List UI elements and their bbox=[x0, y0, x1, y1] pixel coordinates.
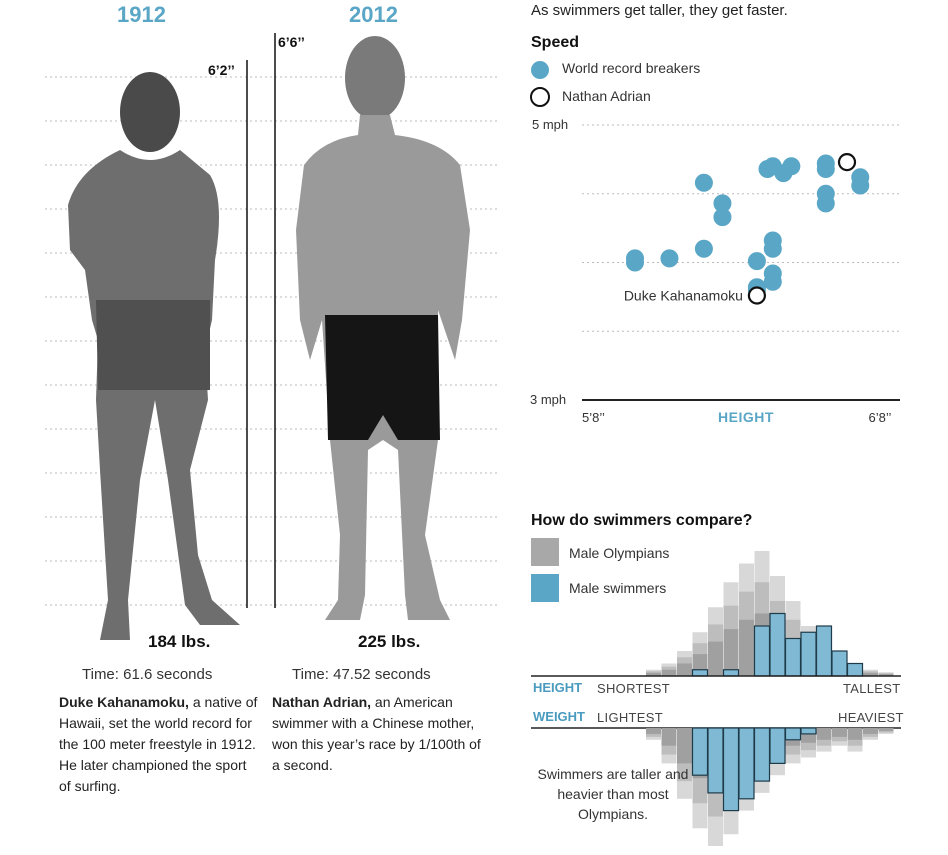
swimmer-bar bbox=[722, 669, 740, 677]
swimmer-bar bbox=[691, 727, 709, 776]
olympian-bar bbox=[646, 672, 661, 676]
tallest-label: TALLEST bbox=[843, 681, 901, 696]
swimmer-bar bbox=[707, 727, 724, 794]
scatter-gridlines bbox=[582, 124, 900, 332]
swimmer-bar bbox=[831, 650, 848, 677]
description-2012: Nathan Adrian, an American swimmer with … bbox=[272, 692, 487, 776]
swimmer-2012-figure bbox=[296, 36, 470, 620]
duke-kahanamoku-point bbox=[747, 286, 766, 305]
height-label-2012: 6’6’’ bbox=[278, 34, 305, 50]
speed-title: Speed bbox=[531, 34, 580, 51]
time-1912: Time: 61.6 seconds bbox=[82, 666, 213, 683]
compare-legend-swatches bbox=[531, 538, 559, 602]
olympian-bar bbox=[863, 672, 878, 676]
world-record-point bbox=[660, 249, 679, 268]
olympian-bar bbox=[723, 629, 739, 676]
swimmer-bar bbox=[800, 727, 817, 735]
olympian-bar bbox=[646, 728, 661, 734]
histogram-chart bbox=[531, 551, 901, 846]
world-record-point bbox=[816, 194, 835, 213]
legend-marker-nathan-adrian bbox=[530, 87, 550, 107]
world-record-point bbox=[763, 272, 782, 291]
olympian-bar bbox=[677, 728, 692, 764]
duke-kahanamoku-label: Duke Kahanamoku bbox=[624, 288, 743, 304]
olympian-bar bbox=[832, 728, 847, 737]
swimmer-bar bbox=[769, 612, 786, 677]
speed-legend-markers bbox=[530, 61, 550, 107]
scatter-x-axis-label: HEIGHT bbox=[718, 409, 774, 425]
height-comparison-graphic bbox=[45, 33, 500, 640]
world-record-point bbox=[694, 173, 713, 192]
scatter-x-tick-label: 5’8’’ bbox=[582, 410, 605, 425]
swimmer-bar bbox=[691, 669, 709, 677]
legend-nathan-adrian: Nathan Adrian bbox=[562, 88, 651, 104]
name-2012: Nathan Adrian, bbox=[272, 694, 372, 710]
world-record-point bbox=[816, 160, 835, 178]
chart-headline: As swimmers get taller, they get faster. bbox=[531, 2, 788, 19]
weight-2012: 225 lbs. bbox=[358, 632, 421, 651]
legend-world-record: World record breakers bbox=[562, 60, 701, 76]
swimmer-bar bbox=[753, 727, 771, 782]
year-1912: 1912 bbox=[117, 2, 166, 27]
scatter-x-tick-label: 6’8’’ bbox=[869, 410, 892, 425]
shortest-label: SHORTEST bbox=[597, 681, 670, 696]
olympian-bar bbox=[708, 641, 723, 676]
swimmer-bar bbox=[800, 631, 817, 677]
olympian-bar bbox=[739, 619, 754, 676]
legend-swimmers: Male swimmers bbox=[569, 580, 667, 596]
olympian-bar bbox=[661, 669, 677, 676]
olympian-bar bbox=[863, 728, 878, 734]
world-record-point bbox=[713, 208, 732, 227]
scatter-y-tick-label: 3 mph bbox=[530, 392, 566, 407]
compare-title: How do swimmers compare? bbox=[531, 512, 753, 529]
swimmer-bar bbox=[784, 637, 802, 677]
heaviest-label: HEAVIEST bbox=[838, 710, 904, 725]
description-text-2012: an American swimmer with a Chinese mothe… bbox=[272, 694, 481, 773]
world-record-point bbox=[851, 176, 870, 195]
swimmer-bar bbox=[722, 727, 740, 812]
world-record-point bbox=[694, 239, 713, 258]
olympian-bar bbox=[677, 663, 692, 676]
swimmer-bar bbox=[846, 662, 864, 677]
weight-key: WEIGHT bbox=[533, 709, 585, 724]
world-record-point bbox=[747, 252, 766, 271]
name-1912: Duke Kahanamoku, bbox=[59, 694, 189, 710]
swimmer-bar bbox=[769, 727, 786, 765]
height-label-1912: 6’2’’ bbox=[208, 62, 235, 78]
swimmer-1912-figure bbox=[68, 72, 240, 640]
time-2012: Time: 47.52 seconds bbox=[292, 666, 431, 683]
scatter-x-ticks: 5’8’’ 6’8’’ bbox=[582, 410, 892, 425]
weight-swimmers-bars bbox=[691, 727, 817, 812]
legend-swatch-olympians bbox=[531, 538, 559, 566]
swimmer-bar bbox=[738, 727, 755, 800]
olympian-bar bbox=[878, 674, 894, 676]
scatter-y-ticks: 3 mph 5 mph bbox=[530, 117, 568, 407]
scatter-y-tick-label: 5 mph bbox=[532, 117, 568, 132]
scatter-points: Duke Kahanamoku bbox=[624, 153, 870, 305]
legend-swatch-swimmers bbox=[531, 574, 559, 602]
olympian-bar bbox=[661, 728, 677, 746]
description-text-1912: a native of Hawaii, set the world record… bbox=[59, 694, 258, 794]
world-record-point bbox=[782, 157, 801, 176]
lightest-label: LIGHTEST bbox=[597, 710, 663, 725]
world-record-point bbox=[626, 249, 644, 268]
swimmer-bar bbox=[784, 727, 802, 741]
swimmer-bar bbox=[815, 625, 833, 677]
world-record-point bbox=[713, 194, 732, 213]
weight-1912: 184 lbs. bbox=[148, 632, 211, 651]
swimmer-bar bbox=[753, 625, 771, 677]
nathan-adrian-point bbox=[837, 153, 857, 172]
legend-olympians: Male Olympians bbox=[569, 545, 670, 561]
height-key: HEIGHT bbox=[533, 680, 583, 695]
olympian-bar bbox=[878, 728, 894, 731]
olympian-bar bbox=[847, 728, 863, 740]
olympian-bar bbox=[816, 728, 832, 740]
legend-marker-world-record bbox=[531, 61, 549, 79]
description-1912: Duke Kahanamoku, a native of Hawaii, set… bbox=[59, 692, 259, 797]
world-record-point bbox=[763, 231, 782, 250]
speed-scatter-chart: 3 mph 5 mph 5’8’’ 6’8’’ HEIGHT Duke Kahana… bbox=[530, 117, 900, 425]
year-2012: 2012 bbox=[349, 2, 398, 27]
histogram-note: Swimmers are taller and heavier than mos… bbox=[537, 766, 689, 822]
